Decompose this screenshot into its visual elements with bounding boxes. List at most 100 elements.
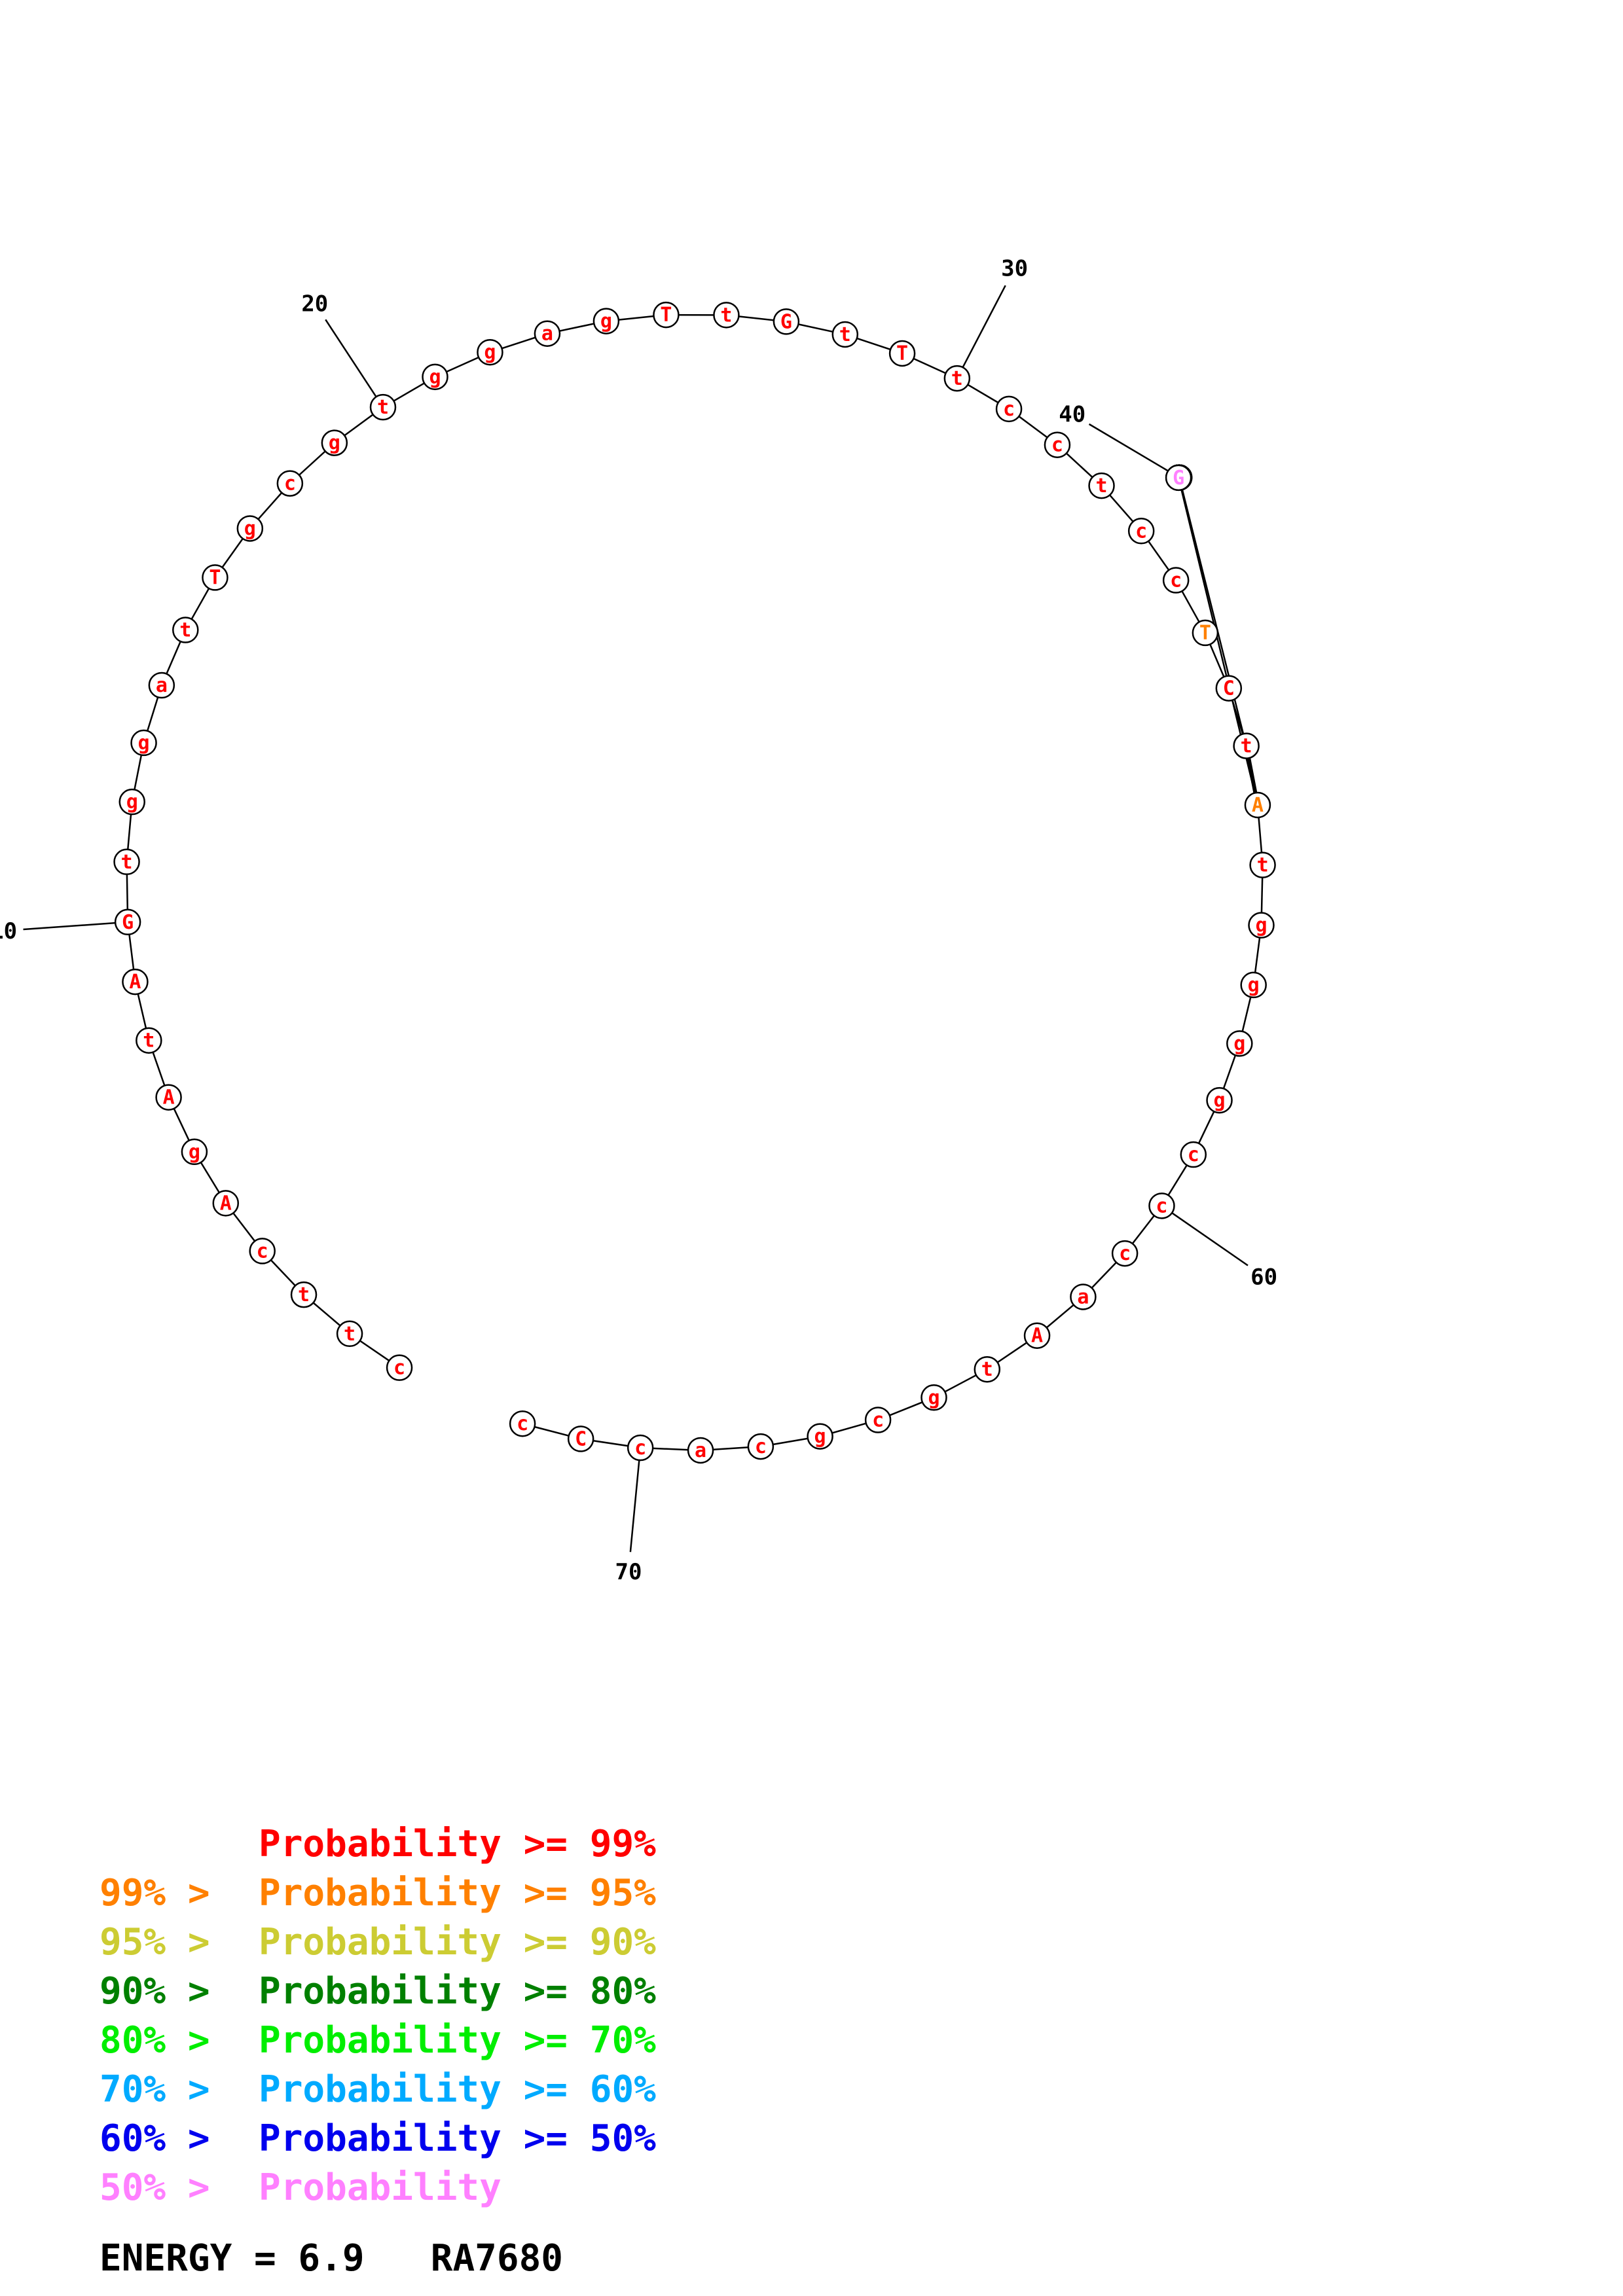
nucleotide-circle [1165,464,1192,492]
nucleotide-circle [1192,619,1219,647]
nucleotide-letter: c [257,1240,268,1263]
nucleotide-letter: g [484,341,496,364]
nucleotide: g [236,515,264,542]
nucleotide: c [1044,431,1071,458]
nucleotide-letter: g [1233,1032,1245,1055]
legend-label: Probability >= 90% [259,1921,656,1964]
nucleotide-letter: a [695,1439,706,1462]
nucleotide: c [747,1433,775,1460]
nucleotide-letter: g [429,366,441,389]
nucleotide-letter: c [1051,434,1063,457]
nucleotide-circle [1180,1141,1207,1168]
nucleotide: t [974,1355,1001,1383]
nucleotide: g [593,308,620,334]
nucleotide-letter: A [1031,1325,1043,1348]
legend-entry: 80% > Probability >= 70% [0,2022,917,2059]
nucleotide-circle [943,365,971,392]
nucleotide-circle [290,1281,318,1308]
nucleotide-letter: a [1077,1285,1089,1308]
nucleotide: g [119,788,145,816]
nucleotide-circle [1248,912,1275,939]
nucleotide-letter: g [329,432,340,455]
nucleotide: t [113,848,140,876]
nucleotide-letter: A [220,1192,232,1215]
nucleotide: c [1162,567,1190,594]
nucleotide-letter: t [720,304,732,327]
nucleotide: A [212,1190,240,1217]
nucleotide-circle [1240,971,1267,999]
nucleotide-circle [386,1354,413,1381]
nucleotide-circle [369,393,397,421]
nucleotide-circle [113,848,140,876]
legend-label: Probability >= 95% [259,1872,656,1914]
footer: ENERGY = 6.9 RA7680 [100,2237,563,2280]
nucleotide-letter: g [138,732,150,755]
nucleotide-circle [1148,1193,1175,1219]
nucleotide-letter: T [660,304,672,327]
nucleotide-letter: c [1156,1194,1167,1217]
nucleotide-letter: g [244,517,256,540]
nucleotide-letter: C [575,1427,587,1450]
legend-entry: 70% > Probability >= 60% [0,2072,917,2108]
nucleotide-letter: g [928,1386,939,1409]
nucleotide-letter: G [1173,467,1184,490]
nucleotide-letter: t [143,1030,155,1052]
nucleotide-letter: t [121,851,133,874]
number-tick-line [1088,423,1180,478]
nucleotide-letter: g [600,310,612,333]
nucleotide: T [1192,619,1219,647]
nucleotide-circle [888,340,916,367]
legend-prefix: 95% > [100,1921,210,1964]
nucleotide: c [276,470,304,497]
nucleotide-circle [653,301,680,329]
nucleotide-letter: g [1255,914,1267,937]
nucleotide-letter: T [1199,622,1211,645]
nucleotide-circle [422,363,448,391]
nucleotide-circle [807,1423,833,1450]
nucleotide-letter: c [872,1409,884,1432]
number-ticks: 10 20 30 40 60 70 [0,256,1277,1586]
nucleotide-circle [1162,567,1190,594]
nucleotide-letter: t [839,323,851,346]
nucleotide-letter: g [814,1426,826,1448]
nucleotide-circle [172,617,199,643]
nucleotide-letter: c [755,1435,767,1458]
nucleotide: t [713,302,740,329]
nucleotide-circle [747,1433,775,1460]
nucleotide-circle [1111,1240,1139,1267]
nucleotide: a [687,1437,714,1464]
nucleotide-circle [567,1426,594,1452]
nucleotide: G [1165,464,1192,492]
nucleotide-letter: t [981,1358,993,1381]
nucleotide: c [1180,1141,1207,1168]
nucleotide: A [1244,791,1271,819]
number-tick-line [956,285,1006,379]
nucleotide: A [122,968,149,996]
nucleotide-circle [212,1190,240,1217]
nucleotide: c [509,1410,536,1437]
nucleotide: T [202,564,228,591]
nucleotide: T [888,340,916,367]
nucleotide: c [386,1354,413,1381]
nucleotide: c [1148,1193,1175,1219]
nucleotide-circle [181,1138,208,1166]
nucleotide-letter: t [298,1283,310,1306]
position-label: 60 [1250,1265,1277,1291]
nucleotide-letter: t [1096,475,1108,497]
nucleotide-circle [136,1027,162,1054]
number-tick-line [1161,1205,1249,1266]
nucleotide-letter: c [1003,398,1015,421]
nucleotide: G [114,908,141,936]
nucleotide-circle [593,308,620,334]
nucleotide: c [1111,1240,1139,1267]
nucleotide: A [155,1084,182,1111]
nucleotide-letter: A [129,971,141,994]
nucleotide-circle [687,1437,714,1464]
nucleotide: g [807,1423,833,1450]
nucleotide-circle [1044,431,1071,458]
position-label: 30 [1001,256,1028,282]
nucleotide-letter: c [634,1437,646,1460]
nucleotide-letter: c [284,473,296,495]
nucleotide-circle [1215,675,1243,702]
nucleotide: g [921,1384,947,1411]
